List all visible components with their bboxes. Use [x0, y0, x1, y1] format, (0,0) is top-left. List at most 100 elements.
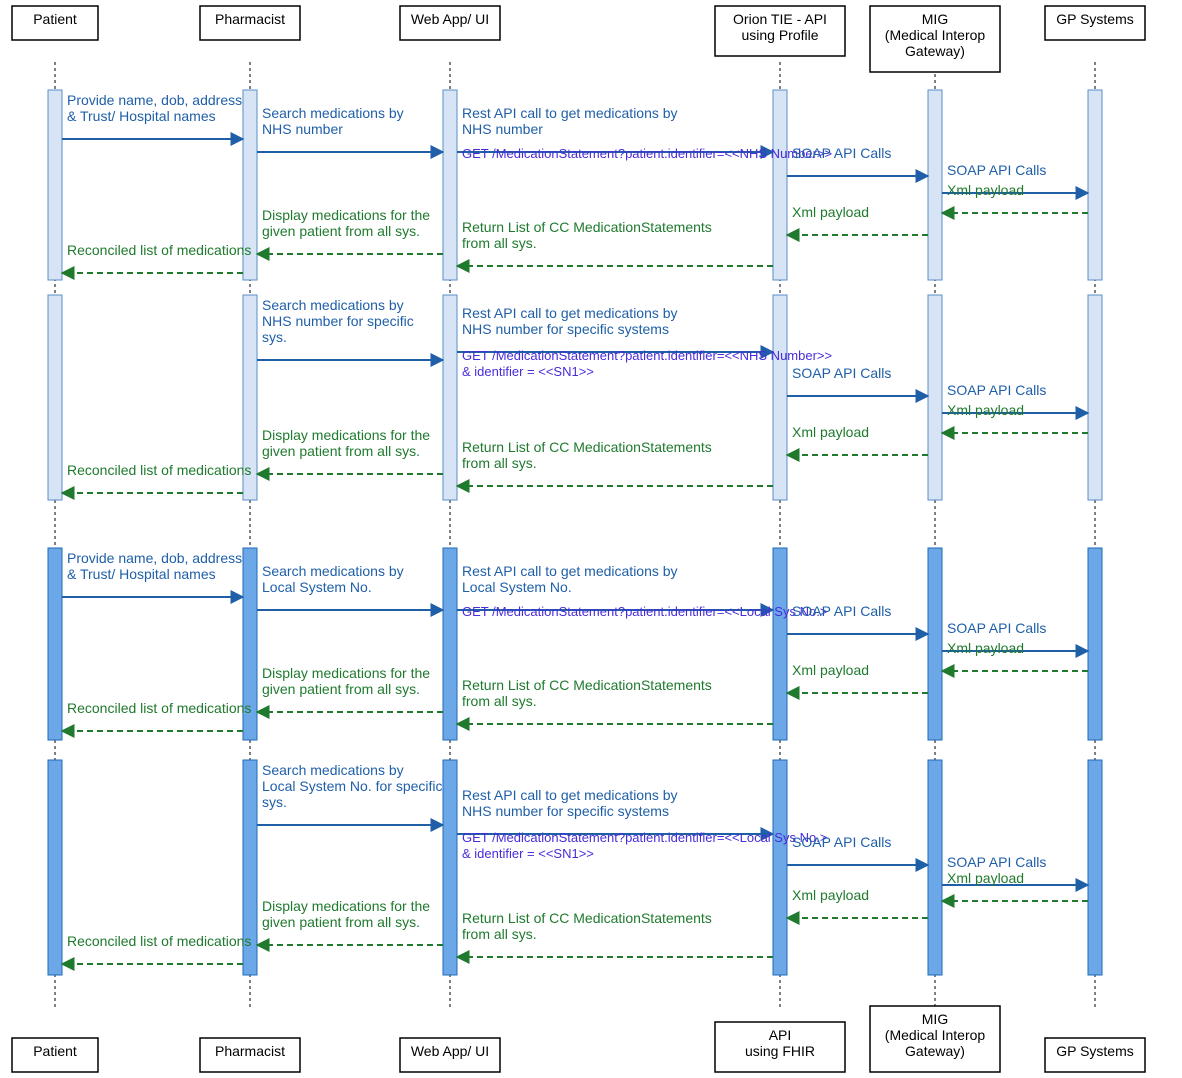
activation-webapp-1 — [443, 295, 457, 500]
msg-label: Xml payload — [792, 662, 869, 678]
msg-label: SOAP API Calls — [792, 365, 891, 381]
sequence-diagram: Patient Pharmacist Web App/ UI Orion TIE - … — [0, 0, 1182, 1078]
api-call-text: GET /MedicationStatement?patient.identif… — [462, 604, 827, 619]
api-call-text: GET /MedicationStatement?patient.identif… — [462, 146, 832, 161]
msg-label: Rest API call to get medications by — [462, 787, 678, 803]
activation-mig-1 — [928, 295, 942, 500]
msg-label: Xml payload — [947, 640, 1024, 656]
api-call-text: GET /MedicationStatement?patient.identif… — [462, 830, 827, 845]
activation-webapp-3 — [443, 760, 457, 975]
msg-label: NHS number for specific systems — [462, 803, 669, 819]
msg-label: sys. — [262, 794, 287, 810]
msg-label: Xml payload — [947, 182, 1024, 198]
msg-label: given patient from all sys. — [262, 443, 420, 459]
msg-label: Display medications for the — [262, 207, 430, 223]
msg-label: NHS number for specific — [262, 313, 414, 329]
svg-text:Web App/ UI: Web App/ UI — [411, 1043, 489, 1059]
activation-orion-3 — [773, 760, 787, 975]
msg-label: Xml payload — [947, 402, 1024, 418]
msg-label: given patient from all sys. — [262, 223, 420, 239]
msg-label: given patient from all sys. — [262, 914, 420, 930]
msg-label: NHS number — [262, 121, 343, 137]
msg-label: Xml payload — [792, 887, 869, 903]
svg-text:Pharmacist: Pharmacist — [215, 1043, 285, 1059]
svg-text:API: API — [769, 1027, 792, 1043]
svg-text:(Medical Interop: (Medical Interop — [885, 1027, 986, 1043]
api-call-text: & identifier = <<SN1>> — [462, 846, 594, 861]
svg-text:Orion TIE - API: Orion TIE - API — [733, 11, 827, 27]
activation-mig-0 — [928, 90, 942, 280]
activation-orion-0 — [773, 90, 787, 280]
svg-text:Web App/ UI: Web App/ UI — [411, 11, 489, 27]
msg-label: from all sys. — [462, 693, 537, 709]
msg-label: NHS number for specific systems — [462, 321, 669, 337]
activation-mig-2 — [928, 548, 942, 740]
msg-label: Rest API call to get medications by — [462, 105, 678, 121]
api-call-text: & identifier = <<SN1>> — [462, 364, 594, 379]
msg-label: Local System No. — [462, 579, 572, 595]
msg-label: Search medications by — [262, 297, 404, 313]
msg-label: SOAP API Calls — [947, 162, 1046, 178]
activation-webapp-0 — [443, 90, 457, 280]
svg-text:GP Systems: GP Systems — [1056, 1043, 1134, 1059]
msg-label: Return List of CC MedicationStatements — [462, 910, 712, 926]
activation-patient-2 — [48, 548, 62, 740]
msg-label: Xml payload — [792, 424, 869, 440]
msg-label: & Trust/ Hospital names — [67, 566, 216, 582]
msg-label: SOAP API Calls — [947, 382, 1046, 398]
msg-label: & Trust/ Hospital names — [67, 108, 216, 124]
msg-label: Search medications by — [262, 105, 404, 121]
svg-text:using Profile: using Profile — [741, 27, 818, 43]
msg-label: SOAP API Calls — [792, 834, 891, 850]
msg-label: Local System No. — [262, 579, 372, 595]
msg-label: SOAP API Calls — [792, 145, 891, 161]
msg-label: Display medications for the — [262, 665, 430, 681]
msg-label: Display medications for the — [262, 427, 430, 443]
activation-orion-2 — [773, 548, 787, 740]
activation-webapp-2 — [443, 548, 457, 740]
svg-text:MIG: MIG — [922, 11, 948, 27]
msg-label: sys. — [262, 329, 287, 345]
activation-gp-3 — [1088, 760, 1102, 975]
msg-label: Provide name, dob, address — [67, 92, 242, 108]
msg-label: Rest API call to get medications by — [462, 305, 678, 321]
msg-label: Return List of CC MedicationStatements — [462, 219, 712, 235]
msg-label: Rest API call to get medications by — [462, 563, 678, 579]
svg-text:MIG: MIG — [922, 1011, 948, 1027]
svg-text:Gateway): Gateway) — [905, 43, 965, 59]
msg-label: Return List of CC MedicationStatements — [462, 677, 712, 693]
msg-label: SOAP API Calls — [947, 620, 1046, 636]
msg-label: Search medications by — [262, 762, 404, 778]
svg-text:Patient: Patient — [33, 11, 77, 27]
msg-label: Search medications by — [262, 563, 404, 579]
msg-label: Reconciled list of medications — [67, 242, 251, 258]
activation-mig-3 — [928, 760, 942, 975]
svg-text:Pharmacist: Pharmacist — [215, 11, 285, 27]
msg-label: from all sys. — [462, 926, 537, 942]
msg-label: Xml payload — [792, 204, 869, 220]
svg-text:(Medical Interop: (Medical Interop — [885, 27, 986, 43]
activation-gp-0 — [1088, 90, 1102, 280]
activation-orion-1 — [773, 295, 787, 500]
msg-label: from all sys. — [462, 235, 537, 251]
msg-label: Reconciled list of medications — [67, 462, 251, 478]
svg-text:Patient: Patient — [33, 1043, 77, 1059]
activation-patient-0 — [48, 90, 62, 280]
activation-gp-2 — [1088, 548, 1102, 740]
api-call-text: GET /MedicationStatement?patient.identif… — [462, 348, 832, 363]
msg-label: from all sys. — [462, 455, 537, 471]
msg-label: Reconciled list of medications — [67, 933, 251, 949]
msg-label: Display medications for the — [262, 898, 430, 914]
svg-text:GP Systems: GP Systems — [1056, 11, 1134, 27]
msg-label: Xml payload — [947, 870, 1024, 886]
activation-patient-1 — [48, 295, 62, 500]
msg-label: Local System No. for specific — [262, 778, 443, 794]
msg-label: Return List of CC MedicationStatements — [462, 439, 712, 455]
msg-label: SOAP API Calls — [947, 854, 1046, 870]
svg-text:Gateway): Gateway) — [905, 1043, 965, 1059]
msg-label: Reconciled list of medications — [67, 700, 251, 716]
msg-label: SOAP API Calls — [792, 603, 891, 619]
svg-text:using FHIR: using FHIR — [745, 1043, 815, 1059]
msg-label: Provide name, dob, address — [67, 550, 242, 566]
msg-label: given patient from all sys. — [262, 681, 420, 697]
